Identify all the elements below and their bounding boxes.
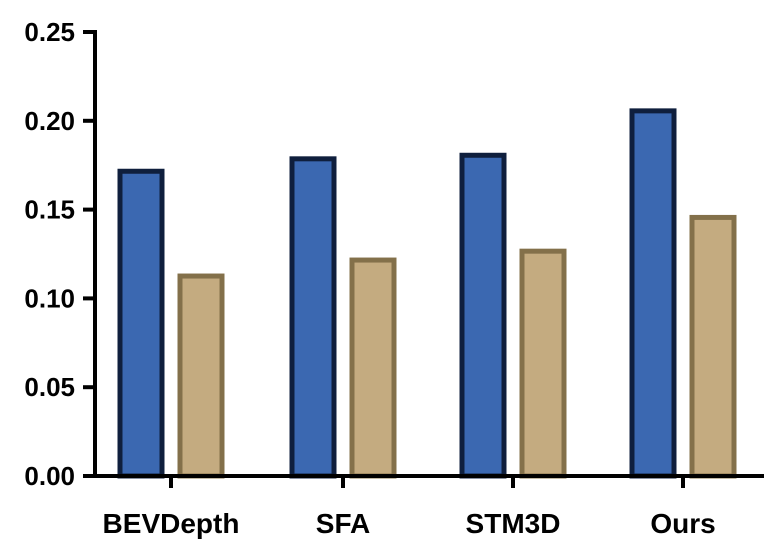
y-tick-label-1: 0.05 bbox=[24, 372, 75, 402]
x-category-label-stm3d: STM3D bbox=[466, 508, 561, 539]
bar-series1-bevdepth bbox=[117, 168, 165, 479]
axes-layer: 0.00 0.05 0.10 0.15 0.20 0.25 BEVDepth SFA STM3D… bbox=[24, 17, 764, 539]
bar-series1-stm3d bbox=[459, 152, 507, 479]
bar-series1-ours bbox=[629, 108, 677, 479]
bar-series2-stm3d bbox=[519, 248, 567, 479]
y-tick-label-3: 0.15 bbox=[24, 195, 75, 225]
x-category-label-ours: Ours bbox=[650, 508, 715, 539]
bar-series2-ours bbox=[689, 214, 737, 479]
x-category-label-sfa: SFA bbox=[316, 508, 370, 539]
bar-series2-bevdepth bbox=[177, 273, 225, 479]
y-tick-label-0: 0.00 bbox=[24, 461, 75, 491]
y-tick-label-5: 0.25 bbox=[24, 17, 75, 47]
y-tick-label-4: 0.20 bbox=[24, 106, 75, 136]
bar-series2-sfa bbox=[349, 257, 397, 479]
bars-layer bbox=[117, 108, 737, 479]
y-tick-label-2: 0.10 bbox=[24, 283, 75, 313]
bar-series1-sfa bbox=[289, 156, 337, 479]
x-category-label-bevdepth: BEVDepth bbox=[103, 508, 240, 539]
